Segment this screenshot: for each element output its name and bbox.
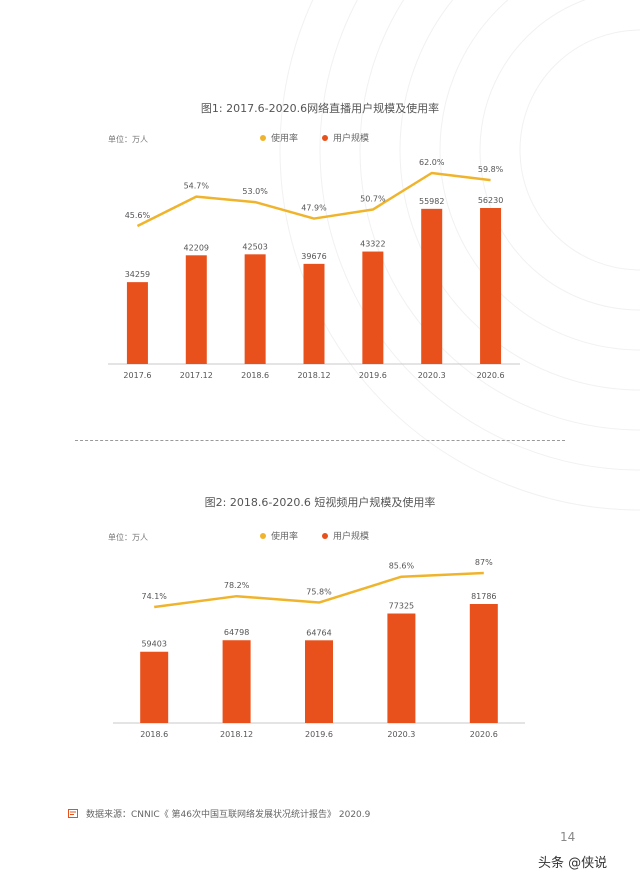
bar-value-label: 64764 — [306, 628, 331, 637]
bar-value-label: 81786 — [471, 592, 496, 601]
chart1-plot: 34259 2017.6 42209 2017.12 42503 2018.6 39676 2… — [108, 158, 520, 380]
rate-value-label: 47.9% — [301, 204, 327, 213]
bar-value-label: 43322 — [360, 240, 385, 249]
x-tick-label: 2017.12 — [180, 371, 213, 380]
bar-value-label: 56230 — [478, 196, 503, 205]
bar-2018.6 — [140, 651, 169, 723]
source-note: 数据来源：CNNIC《 第46次中国互联网络发展状况统计报告》 2020.9 — [68, 807, 370, 820]
bar-2018.12 — [303, 263, 325, 364]
bar-2017.12 — [185, 255, 207, 364]
chart2-legend: 使用率 用户规模 — [260, 529, 393, 542]
rate-value-label: 85.6% — [389, 562, 415, 571]
legend-item-users: 用户规模 — [322, 529, 369, 542]
legend-item-rate: 使用率 — [260, 529, 298, 542]
x-tick-label: 2018.6 — [140, 730, 168, 739]
usage-rate-line — [136, 171, 491, 228]
bar-value-label: 77325 — [389, 602, 414, 611]
bar-2019.6 — [305, 640, 333, 723]
rate-value-label: 53.0% — [242, 187, 268, 196]
rate-value-label: 74.1% — [141, 592, 167, 601]
legend-item-users: 用户规模 — [322, 131, 369, 144]
bar-value-label: 42503 — [242, 242, 267, 251]
legend-rate-label: 使用率 — [271, 532, 299, 542]
bar-2020.3 — [387, 613, 416, 723]
yellow-dot-icon — [260, 134, 266, 141]
chart2-plot: 59403 2018.6 64798 2018.12 64764 2019.6 77325 2… — [113, 558, 525, 739]
x-tick-label: 2018.12 — [297, 371, 330, 380]
watermark: 头条 @侠说 — [538, 856, 608, 871]
chart1-title: 图1: 2017.6-2020.6网络直播用户规模及使用率 — [200, 102, 440, 115]
bar-2020.3 — [421, 208, 443, 364]
x-tick-label: 2017.6 — [123, 371, 151, 380]
bar-2017.6 — [126, 282, 148, 364]
source-text: 数据来源：CNNIC《 第46次中国互联网络发展状况统计报告》 2020.9 — [86, 810, 371, 820]
rate-value-label: 50.7% — [360, 195, 386, 204]
page-number: 14 — [560, 830, 576, 844]
bar-2020.6 — [480, 208, 502, 364]
x-tick-label: 2020.3 — [387, 730, 415, 739]
yellow-dot-icon — [260, 532, 266, 539]
legend-item-rate: 使用率 — [260, 131, 298, 144]
legend-users-label: 用户规模 — [333, 134, 370, 144]
x-tick-label: 2018.6 — [241, 371, 269, 380]
rate-value-label: 54.7% — [184, 182, 210, 191]
bar-2018.12 — [222, 640, 251, 723]
chart2-title: 图2: 2018.6-2020.6 短视频用户规模及使用率 — [204, 496, 436, 509]
bar-value-label: 39676 — [301, 252, 326, 261]
chart2-unit: 单位：万人 — [108, 533, 148, 542]
rate-value-label: 62.0% — [419, 158, 445, 167]
bar-2019.6 — [362, 251, 384, 364]
x-tick-label: 2018.12 — [220, 730, 253, 739]
chart1-unit: 单位：万人 — [108, 135, 148, 144]
rate-value-label: 87% — [475, 558, 493, 567]
bar-value-label: 55982 — [419, 197, 444, 206]
bar-value-label: 59403 — [141, 640, 166, 649]
usage-rate-line — [154, 571, 484, 609]
bar-2020.6 — [469, 604, 498, 723]
orange-dot-icon — [322, 532, 329, 539]
bar-value-label: 42209 — [184, 243, 209, 252]
bar-value-label: 34259 — [125, 270, 150, 279]
legend-rate-label: 使用率 — [271, 134, 299, 144]
rate-value-label: 75.8% — [306, 588, 332, 597]
orange-dot-icon — [322, 134, 329, 141]
section-divider — [75, 440, 565, 441]
rate-value-label: 78.2% — [224, 581, 250, 590]
rate-value-label: 59.8% — [478, 165, 504, 174]
rate-value-label: 45.6% — [125, 211, 151, 220]
bar-2018.6 — [244, 254, 266, 364]
document-source-icon — [68, 809, 78, 818]
x-tick-label: 2019.6 — [359, 371, 387, 380]
x-tick-label: 2020.6 — [477, 371, 505, 380]
x-tick-label: 2020.6 — [470, 730, 498, 739]
bar-value-label: 64798 — [224, 628, 249, 637]
legend-users-label: 用户规模 — [333, 532, 370, 542]
chart1-legend: 使用率 用户规模 — [260, 131, 393, 144]
x-tick-label: 2020.3 — [418, 371, 446, 380]
x-tick-label: 2019.6 — [305, 730, 333, 739]
